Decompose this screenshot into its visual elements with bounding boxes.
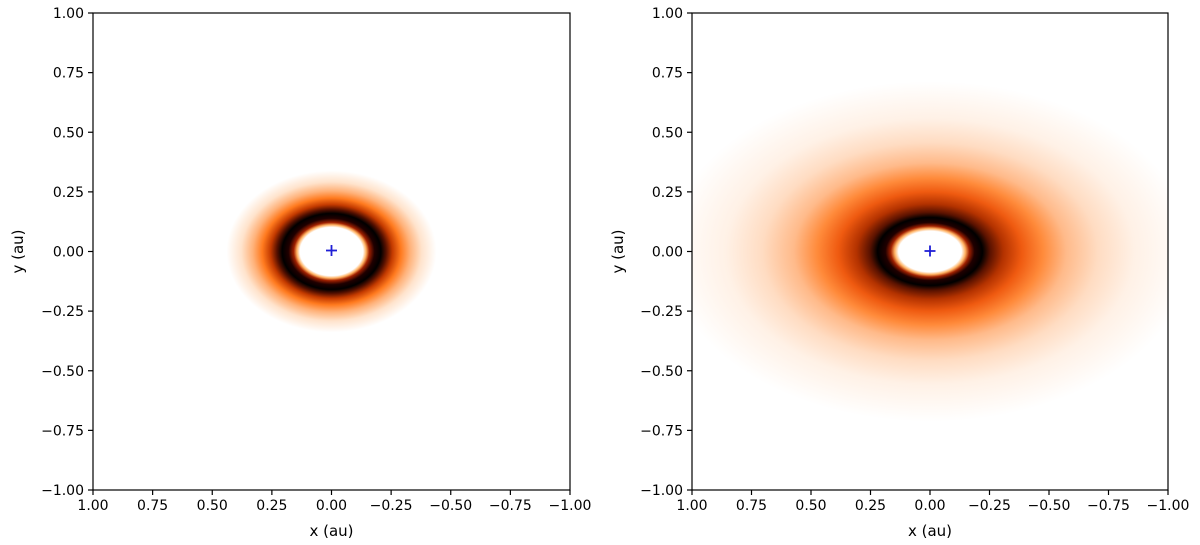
left-x-tick-label: 0.75 <box>137 498 168 514</box>
left-x-tick-label: −0.25 <box>370 498 413 514</box>
right-x-tick-label: −0.50 <box>1028 498 1071 514</box>
right-x-tick-label: −0.75 <box>1087 498 1130 514</box>
right-x-tick-label: −1.00 <box>1147 498 1190 514</box>
left-x-tick-label: 0.25 <box>256 498 287 514</box>
left-y-tick-label: −0.25 <box>41 304 84 320</box>
right-y-tick-label: 0.00 <box>652 245 683 261</box>
right-panel: 1.00 0.75 0.50 0.25 0.00 −0.25 −0.50 −0.75 −1.00… <box>609 6 1189 540</box>
left-x-tick-label: 0.50 <box>197 498 228 514</box>
right-y-axis-label: y (au) <box>609 229 627 273</box>
right-x-axis-label: x (au) <box>908 522 952 540</box>
right-x-tick-label: 1.00 <box>676 498 707 514</box>
left-y-tick-label: 0.00 <box>53 245 84 261</box>
right-x-tick-label: 0.75 <box>736 498 767 514</box>
right-center-marker <box>924 245 936 257</box>
left-y-tick-label: 0.25 <box>53 185 84 201</box>
left-x-tick-label: −0.75 <box>489 498 532 514</box>
left-y-tick-label: −0.75 <box>41 423 84 439</box>
right-y-tick-label: 0.75 <box>652 66 683 82</box>
left-y-tick-label: −1.00 <box>41 483 84 499</box>
left-y-tick-label: 0.50 <box>53 125 84 141</box>
right-x-tick-label: 0.00 <box>914 498 945 514</box>
right-y-tick-label: 0.50 <box>652 125 683 141</box>
left-x-axis-label: x (au) <box>309 522 353 540</box>
right-x-tick-label: 0.50 <box>795 498 826 514</box>
left-x-tick-label: −0.50 <box>429 498 472 514</box>
right-y-tick-label: −0.75 <box>640 423 683 439</box>
left-axis-ticks: 1.00 0.75 0.50 0.25 0.00 −0.25 −0.50 −0.75 −1.00… <box>41 6 591 514</box>
left-panel: 1.00 0.75 0.50 0.25 0.00 −0.25 −0.50 −0.75 −1.00… <box>9 6 591 540</box>
left-y-axis-label: y (au) <box>9 229 27 273</box>
left-center-marker <box>326 245 337 256</box>
left-y-tick-label: 1.00 <box>53 6 84 22</box>
left-x-tick-label: −1.00 <box>549 498 592 514</box>
right-y-tick-label: −1.00 <box>640 483 683 499</box>
right-y-tick-label: 0.25 <box>652 185 683 201</box>
right-y-tick-label: −0.50 <box>640 364 683 380</box>
right-y-tick-label: −0.25 <box>640 304 683 320</box>
left-y-tick-label: 0.75 <box>53 66 84 82</box>
right-x-tick-label: −0.25 <box>968 498 1011 514</box>
right-x-tick-label: 0.25 <box>855 498 886 514</box>
left-x-tick-label: 0.00 <box>316 498 347 514</box>
right-axis-ticks: 1.00 0.75 0.50 0.25 0.00 −0.25 −0.50 −0.75 −1.00… <box>640 6 1189 514</box>
left-x-tick-label: 1.00 <box>77 498 108 514</box>
left-y-tick-label: −0.50 <box>41 364 84 380</box>
right-y-tick-label: 1.00 <box>652 6 683 22</box>
